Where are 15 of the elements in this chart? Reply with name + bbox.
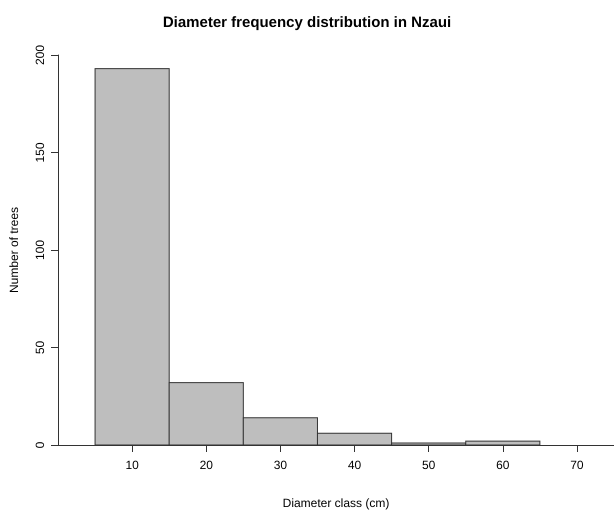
y-tick-label: 100 <box>33 240 47 260</box>
x-tick-label: 40 <box>348 458 362 472</box>
y-tick-label: 150 <box>33 142 47 163</box>
x-tick-label: 50 <box>422 458 436 472</box>
x-tick-label: 70 <box>570 458 584 472</box>
x-axis-title: Diameter class (cm) <box>282 496 390 510</box>
x-tick-label: 30 <box>274 458 288 472</box>
y-tick-label: 200 <box>33 44 47 66</box>
chart-title: Diameter frequency distribution in Nzaui <box>162 14 452 31</box>
y-tick-label: 50 <box>33 340 47 354</box>
x-tick-label: 10 <box>125 458 140 472</box>
x-tick-label: 20 <box>200 458 214 472</box>
y-tick-label: 0 <box>33 441 47 448</box>
y-axis-title: Number of trees <box>7 206 21 294</box>
x-tick-label: 60 <box>496 458 510 472</box>
